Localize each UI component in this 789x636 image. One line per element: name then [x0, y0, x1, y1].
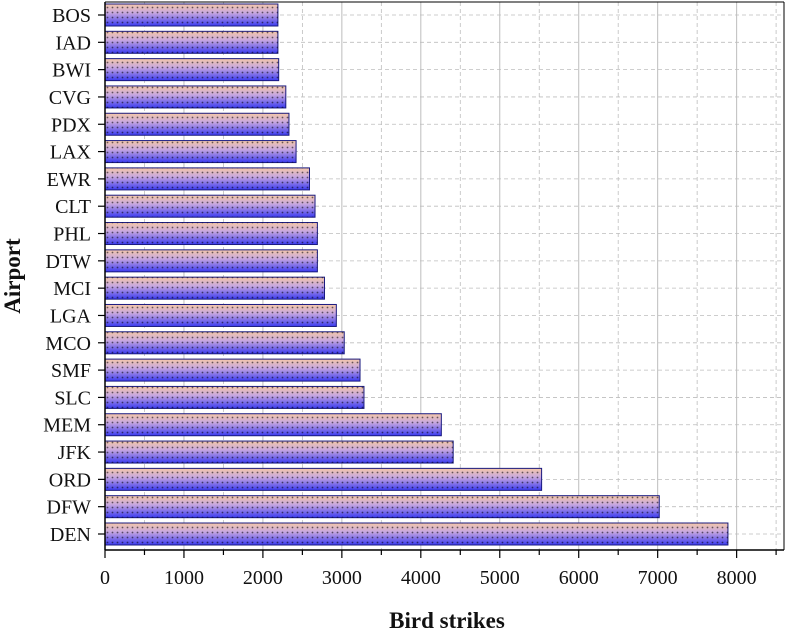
bar-bwi	[104, 58, 280, 82]
bar-pattern	[105, 523, 728, 545]
bar-den	[104, 522, 729, 546]
y-tick-label: SLC	[54, 387, 91, 409]
bar-pattern	[105, 4, 278, 26]
y-tick-label: JFK	[58, 442, 92, 464]
bar-pattern	[105, 413, 442, 436]
bar-lax	[104, 140, 297, 164]
x-axis-title: Bird strikes	[389, 608, 505, 631]
x-tick-label: 3000	[322, 567, 362, 589]
y-tick-label: EWR	[47, 169, 92, 191]
bar-pattern	[105, 58, 279, 81]
y-tick-label: DFW	[47, 497, 92, 519]
y-tick-label: BWI	[52, 60, 91, 82]
bar-bos	[104, 3, 279, 27]
tick-labels: BOS IAD BWI CVG PDX LAX EWR CLT PHL DTW MCI LGA MCO S…	[43, 5, 756, 589]
bar-mci	[104, 276, 325, 300]
bar-mem	[104, 413, 442, 437]
bar-pattern	[105, 113, 289, 136]
bar-pattern	[105, 167, 310, 190]
y-tick-label: LGA	[50, 305, 92, 327]
bar-jfk	[104, 440, 454, 464]
bar-pattern	[105, 386, 364, 409]
bar-pattern	[105, 222, 318, 245]
x-tick-label: 8000	[717, 567, 757, 589]
y-tick-label: PDX	[51, 114, 92, 136]
x-tick-label: 2000	[243, 567, 283, 589]
bar-clt	[104, 194, 316, 218]
bar-phl	[104, 222, 318, 246]
bar-pattern	[105, 85, 286, 108]
bar-ord	[104, 467, 543, 491]
bar-slc	[104, 385, 365, 409]
y-tick-label: SMF	[51, 360, 91, 382]
y-tick-label: ORD	[49, 469, 91, 491]
y-tick-label: LAX	[50, 142, 92, 164]
bar-pattern	[105, 495, 660, 518]
bar-pattern	[105, 277, 325, 300]
bar-pattern	[105, 331, 345, 354]
bar-pattern	[105, 359, 361, 382]
bar-iad	[104, 30, 279, 54]
x-tick-label: 5000	[480, 567, 520, 589]
bar-pattern	[105, 304, 337, 327]
bar-pattern	[105, 31, 278, 54]
bar-dtw	[104, 249, 318, 273]
y-tick-label: IAD	[55, 32, 91, 54]
bar-smf	[104, 358, 361, 382]
bar-pattern	[105, 249, 318, 272]
bar-cvg	[104, 85, 287, 109]
bars	[104, 3, 729, 546]
y-tick-label: CVG	[49, 87, 91, 109]
bar-dfw	[104, 495, 660, 519]
bar-lga	[104, 303, 337, 327]
bar-pdx	[104, 112, 290, 136]
bar-pattern	[105, 140, 297, 163]
bar-pattern	[105, 441, 454, 464]
y-tick-label: PHL	[53, 224, 91, 246]
y-tick-label: DEN	[50, 524, 91, 546]
bar-pattern	[105, 195, 316, 218]
y-tick-label: MCI	[53, 278, 91, 300]
y-tick-label: MEM	[43, 415, 91, 437]
bar-mco	[104, 331, 345, 355]
x-tick-label: 7000	[638, 567, 678, 589]
y-tick-label: BOS	[52, 5, 91, 27]
bar-ewr	[104, 167, 310, 191]
x-tick-label: 6000	[559, 567, 599, 589]
grid-lines	[105, 2, 784, 550]
x-tick-label: 4000	[401, 567, 441, 589]
y-tick-label: DTW	[45, 251, 91, 273]
x-tick-label: 1000	[164, 567, 204, 589]
y-tick-label: CLT	[55, 196, 91, 218]
x-tick-label: 0	[100, 567, 110, 589]
y-axis-title: Airport	[0, 238, 25, 314]
axes	[98, 1, 785, 558]
bar-pattern	[105, 468, 542, 491]
y-tick-label: MCO	[45, 333, 91, 355]
